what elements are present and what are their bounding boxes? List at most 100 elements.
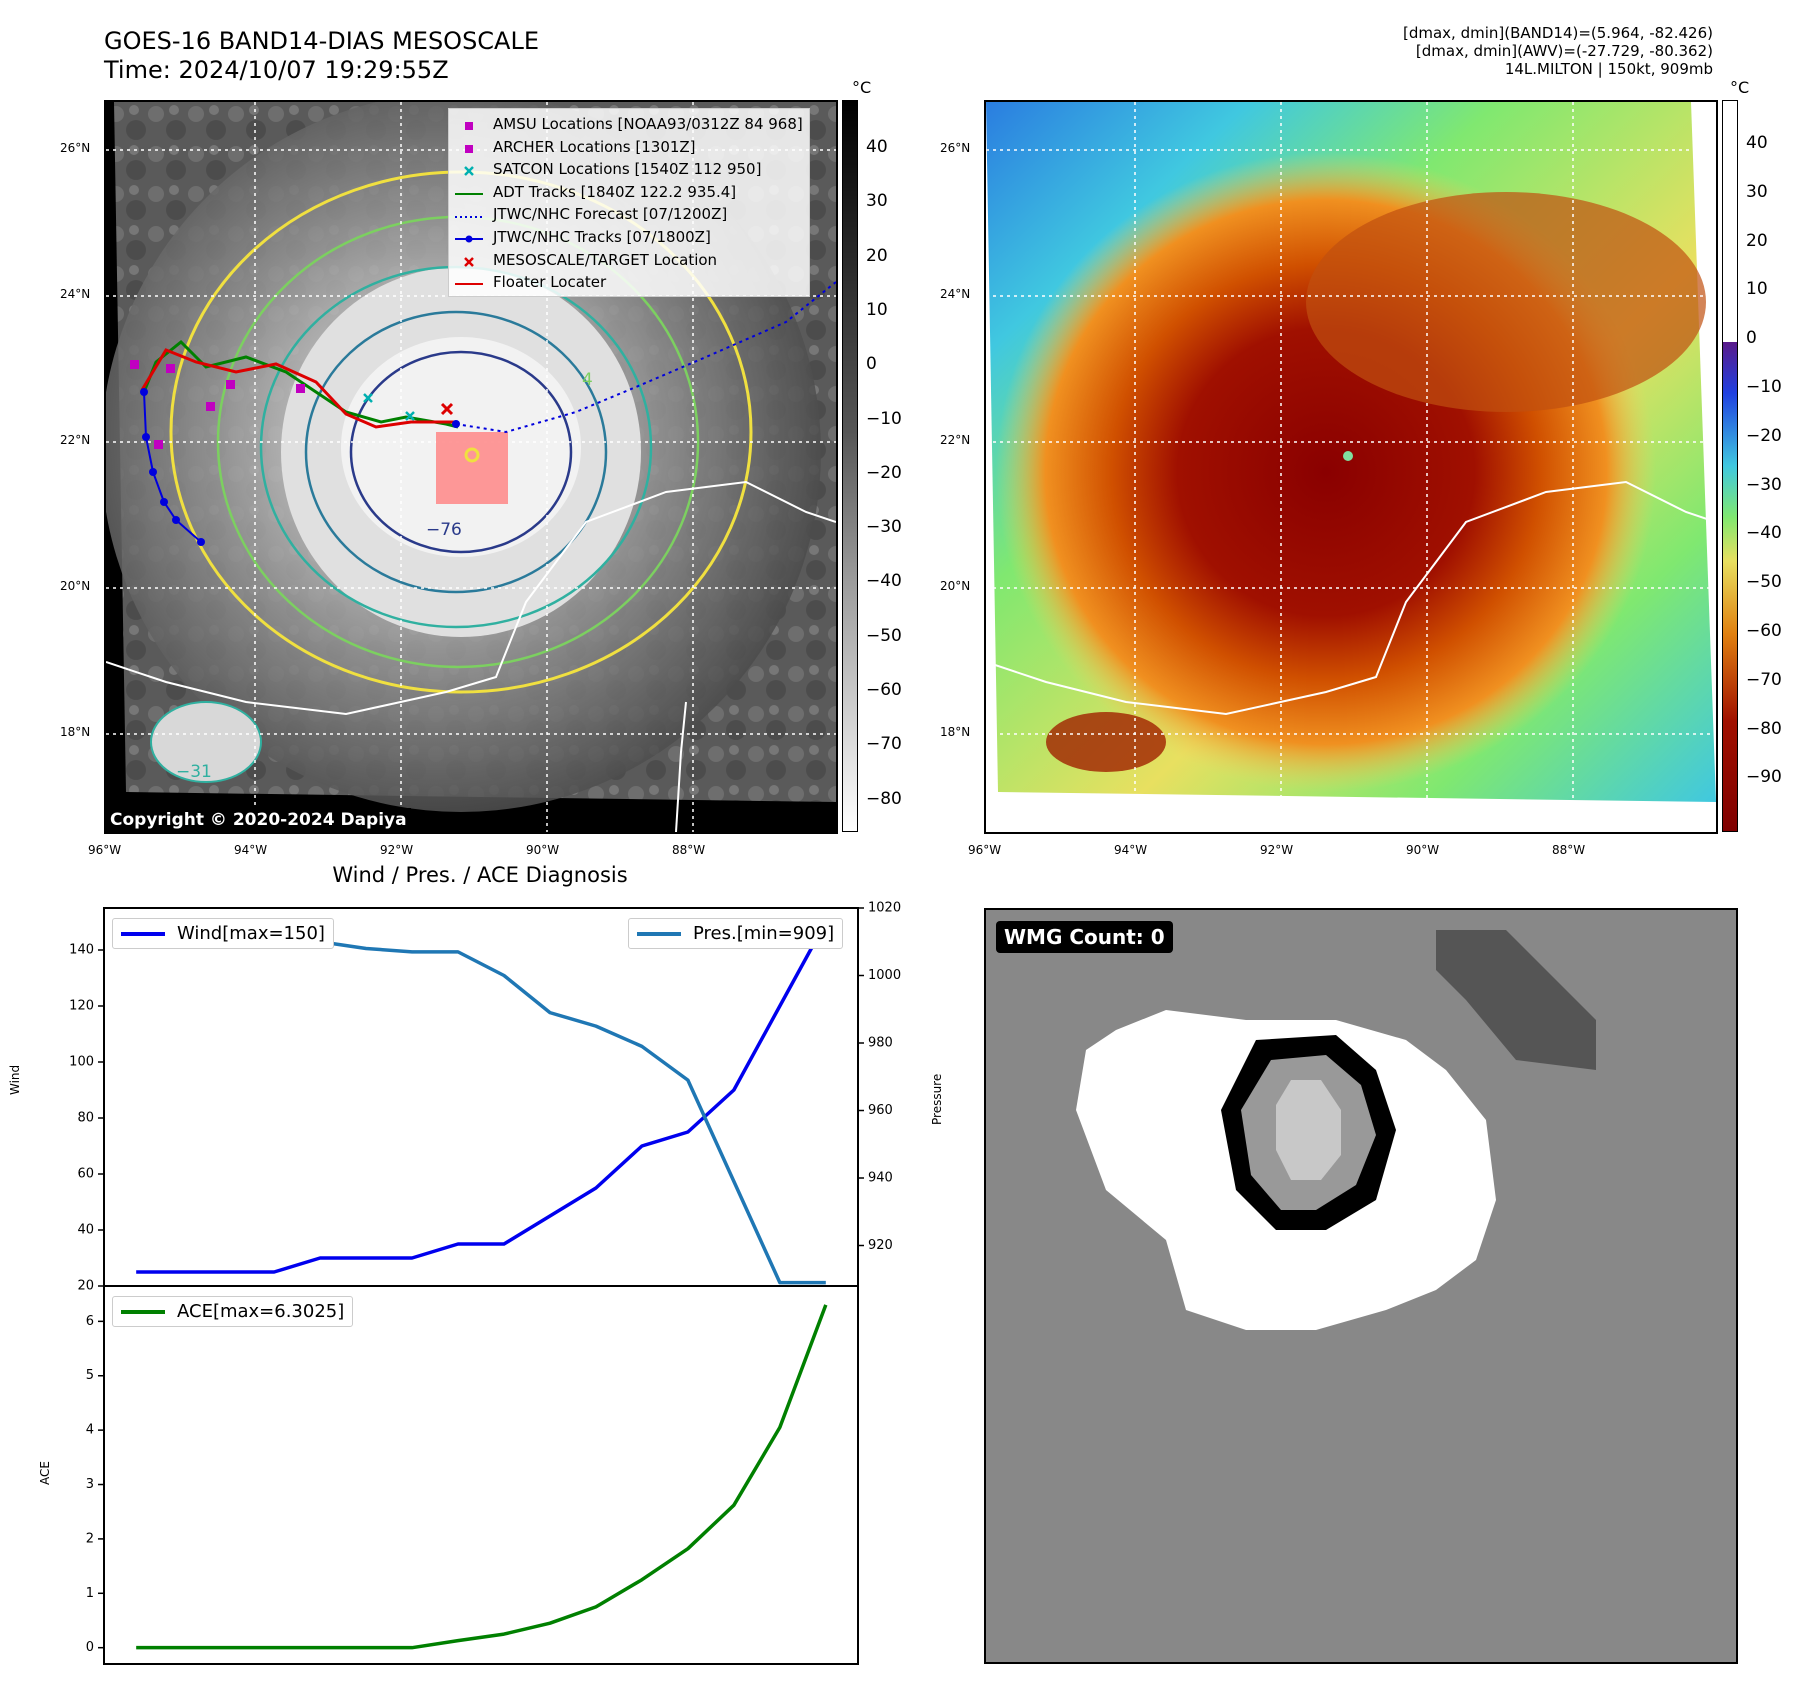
ace-legend: ACE[max=6.3025] <box>112 1296 354 1327</box>
contour-label-ne: 4 <box>582 370 593 390</box>
wind-ytick-label-1: 40 <box>77 1223 94 1238</box>
wind-ytick-label-3: 80 <box>77 1111 94 1126</box>
legend-item-4: JTWC/NHC Forecast [07/1200Z] <box>455 203 803 226</box>
ace-ytick-label-3: 3 <box>86 1477 94 1492</box>
wind-ytick-label-0: 20 <box>77 1279 94 1294</box>
legend-label-7: Floater Locater <box>493 273 607 292</box>
wind-ytick-label-2: 60 <box>77 1167 94 1182</box>
contour-label-sw: −31 <box>176 762 212 782</box>
colorbar-right-tick-6: −20 <box>1746 425 1782 446</box>
chart-title: GOES-16 BAND14-DIAS MESOSCALE Time: 2024… <box>104 27 539 85</box>
colorbar-right-tick-12: −80 <box>1746 718 1782 739</box>
legend-item-6: MESOSCALE/TARGET Location <box>455 249 803 272</box>
info-line-2: [dmax, dmin](AWV)=(-27.729, -80.362) <box>1415 42 1713 60</box>
lat-tick-right-4: 18°N <box>940 725 971 739</box>
lat-tick-left-2: 22°N <box>60 433 91 447</box>
info-line-1: [dmax, dmin](BAND14)=(5.964, -82.426) <box>1402 24 1713 42</box>
ace-ytick-label-4: 4 <box>86 1423 94 1438</box>
ace-ytick-label-5: 5 <box>86 1368 94 1383</box>
legend-symbol-7 <box>455 275 483 289</box>
title-line-1: GOES-16 BAND14-DIAS MESOSCALE <box>104 27 540 55</box>
pressure-ytick-label-1: 940 <box>868 1171 893 1186</box>
ace-frame <box>103 1285 859 1665</box>
ace-ytick-label-2: 2 <box>86 1531 94 1546</box>
lat-tick-left-1: 24°N <box>60 287 91 301</box>
wind-ytick-label-6: 140 <box>69 943 94 958</box>
colorbar-left-tick-4: 0 <box>866 354 877 375</box>
lon-tick-right-0: 96°W <box>968 843 1002 857</box>
wind-series-line <box>136 921 828 1274</box>
pressure-series-line <box>136 923 826 1285</box>
colorbar-left-tick-3: 10 <box>866 299 888 320</box>
legend-symbol-3 <box>455 185 483 199</box>
colorbar-left-tick-9: −50 <box>866 625 902 646</box>
wind-ytick-label-4: 100 <box>69 1055 94 1070</box>
colorbar-left-tick-7: −30 <box>866 517 902 538</box>
lon-tick-left-2: 92°W <box>380 843 414 857</box>
ace-series-line <box>136 1304 828 1650</box>
diagnosis-chart: 20 40 60 80 100 120 140 920 940 960 980 1000 1020 0 1 2… <box>69 901 901 1665</box>
legend-symbol-4 <box>455 208 483 222</box>
legend-label-3: ADT Tracks [1840Z 122.2 935.4] <box>493 182 737 201</box>
colorbar-left-tick-0: 40 <box>866 137 888 157</box>
colorbar-right-tick-11: −70 <box>1746 669 1782 690</box>
legend-label-2: SATCON Locations [1540Z 112 950] <box>493 160 762 179</box>
lat-tick-left-0: 26°N <box>60 141 91 155</box>
lon-tick-right-4: 88°W <box>1552 843 1586 857</box>
pressure-ytick-label-3: 980 <box>868 1036 893 1051</box>
colorbar-left-tick-2: 20 <box>866 245 888 266</box>
wmg-panel <box>984 908 1738 1664</box>
pressure-legend-line <box>637 931 681 936</box>
pressure-ytick-label-2: 960 <box>868 1103 893 1118</box>
colorbar-right-tick-9: −50 <box>1746 572 1782 593</box>
copyright-label: Copyright © 2020-2024 Dapiya <box>106 808 411 832</box>
legend-symbol-0 <box>455 117 483 131</box>
diagnosis-title: Wind / Pres. / ACE Diagnosis <box>332 863 628 887</box>
wmg-image <box>1076 930 1596 1330</box>
legend-symbol-5 <box>455 230 483 244</box>
wind-legend-line <box>121 931 165 936</box>
legend-item-7: Floater Locater <box>455 271 803 294</box>
lon-tick-left-3: 90°W <box>526 843 560 857</box>
ace-legend-line <box>121 1309 165 1314</box>
lon-tick-right-3: 90°W <box>1406 843 1440 857</box>
contour-label-inner: −76 <box>426 520 462 540</box>
colorbar-left-tick-11: −70 <box>866 734 902 755</box>
lat-tick-left-4: 18°N <box>60 725 91 739</box>
legend-label-1: ARCHER Locations [1301Z] <box>493 137 696 156</box>
legend-symbol-6 <box>455 253 483 267</box>
colorbar-right-tick-3: 10 <box>1746 279 1768 300</box>
lon-tick-left-4: 88°W <box>672 843 706 857</box>
pressure-ytick-label-5: 1020 <box>868 901 901 916</box>
colorbar-right-tick-5: −10 <box>1746 377 1782 397</box>
legend-label-5: JTWC/NHC Tracks [07/1800Z] <box>493 227 711 246</box>
colorbar-left-tick-10: −60 <box>866 680 902 700</box>
legend-symbol-2 <box>455 162 483 177</box>
colorbar-right-tick-13: −90 <box>1746 767 1782 788</box>
colorbar-right-tick-1: 30 <box>1746 181 1768 202</box>
lat-tick-right-2: 22°N <box>940 433 971 447</box>
lat-tick-right-1: 24°N <box>940 287 971 301</box>
ace-ytick-label-1: 1 <box>86 1586 94 1601</box>
wind-legend-label: Wind[max=150] <box>177 923 325 944</box>
colorbar-left-unit: °C <box>852 78 872 97</box>
colorbar-left-tick-12: −80 <box>866 788 902 809</box>
pressure-axis-label: Pressure <box>930 1073 944 1125</box>
wind-ytick-label-5: 120 <box>69 999 94 1014</box>
pressure-legend-label: Pres.[min=909] <box>693 923 835 944</box>
lat-tick-right-3: 20°N <box>940 579 971 593</box>
legend-label-6: MESOSCALE/TARGET Location <box>493 250 718 269</box>
colorbar-right-tick-4: 0 <box>1746 328 1757 349</box>
colorbar-right-tick-0: 40 <box>1746 133 1768 153</box>
ace-legend-label: ACE[max=6.3025] <box>177 1301 345 1322</box>
ace-axis-label: ACE <box>38 1461 52 1485</box>
wind-legend: Wind[max=150] <box>112 918 334 949</box>
legend-item-3: ADT Tracks [1840Z 122.2 935.4] <box>455 181 803 204</box>
colorbar-left <box>842 100 858 832</box>
enhanced-map-image <box>986 102 1716 832</box>
legend-item-0: AMSU Locations [NOAA93/0312Z 84 968] <box>455 113 803 136</box>
colorbar-right-tick-8: −40 <box>1746 523 1782 544</box>
legend-item-2: SATCON Locations [1540Z 112 950] <box>455 158 803 181</box>
legend-symbol-1 <box>455 140 483 154</box>
lon-tick-left-0: 96°W <box>88 843 122 857</box>
